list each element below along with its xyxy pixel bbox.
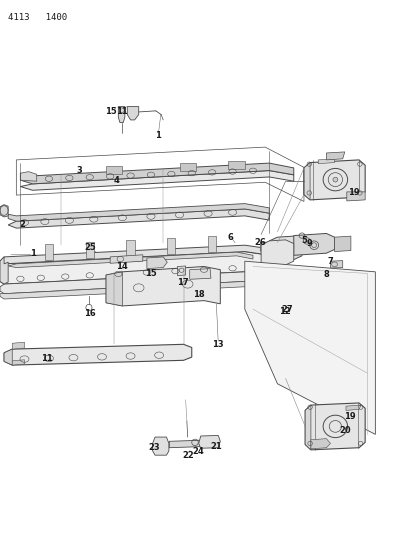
Polygon shape [294,233,335,255]
Polygon shape [0,281,282,299]
Polygon shape [8,204,269,221]
Polygon shape [12,360,24,365]
Text: 14: 14 [117,262,128,271]
Polygon shape [20,172,37,181]
Text: 4: 4 [113,176,119,184]
Polygon shape [110,255,143,263]
Polygon shape [0,245,282,264]
Polygon shape [45,244,53,260]
Text: 4113   1400: 4113 1400 [8,13,67,22]
Polygon shape [106,266,220,306]
Text: 19: 19 [348,189,360,197]
Polygon shape [199,435,220,448]
Text: 17: 17 [177,278,188,287]
Text: 3: 3 [77,166,82,175]
Polygon shape [147,257,167,269]
Polygon shape [169,440,200,448]
Polygon shape [326,152,345,160]
Text: 7: 7 [328,257,333,265]
Polygon shape [126,240,135,256]
Text: 15: 15 [105,108,117,116]
Polygon shape [177,266,186,276]
Text: 22: 22 [183,451,194,460]
Polygon shape [0,272,282,294]
Polygon shape [269,236,302,261]
Polygon shape [127,107,139,120]
Polygon shape [330,261,343,268]
Polygon shape [347,192,365,201]
Polygon shape [346,405,361,410]
Polygon shape [0,205,8,217]
Polygon shape [20,171,294,190]
Polygon shape [208,236,216,252]
Text: 20: 20 [339,426,350,435]
Text: 15: 15 [145,269,157,278]
Polygon shape [167,238,175,254]
Text: 27: 27 [282,305,293,313]
Text: 9: 9 [306,239,312,248]
Polygon shape [190,269,211,279]
Polygon shape [304,163,310,200]
Text: 26: 26 [255,238,266,247]
Polygon shape [318,159,335,164]
Text: 19: 19 [344,413,356,421]
Polygon shape [245,261,375,434]
Text: 18: 18 [193,290,205,298]
Text: 2: 2 [20,221,25,229]
Polygon shape [12,342,24,349]
Polygon shape [335,236,351,252]
Text: 5: 5 [301,237,307,245]
Text: 1: 1 [30,249,35,257]
Polygon shape [20,163,294,184]
Text: 16: 16 [84,309,95,318]
Text: 21: 21 [211,442,222,451]
Text: 24: 24 [193,448,204,456]
Text: 8: 8 [324,270,329,279]
Polygon shape [305,405,311,450]
Polygon shape [4,344,192,365]
Polygon shape [8,252,253,268]
Polygon shape [260,242,269,251]
Polygon shape [273,296,286,303]
Polygon shape [268,303,287,318]
Polygon shape [0,257,8,284]
Polygon shape [305,403,365,450]
Polygon shape [326,271,339,278]
Polygon shape [311,439,330,449]
Polygon shape [86,242,94,258]
Polygon shape [118,107,125,123]
Polygon shape [228,161,245,169]
Text: 13: 13 [213,341,224,349]
Polygon shape [180,163,196,171]
Text: 23: 23 [149,443,160,452]
Text: 1: 1 [155,132,161,140]
Polygon shape [0,252,282,284]
Text: 12: 12 [279,308,290,316]
Text: 11: 11 [117,108,128,116]
Text: 6: 6 [228,233,233,241]
Polygon shape [106,272,122,306]
Text: 25: 25 [84,244,95,252]
Polygon shape [4,349,12,365]
Text: 11: 11 [41,354,53,363]
Polygon shape [106,166,122,174]
Polygon shape [261,240,294,266]
Ellipse shape [333,177,338,182]
Polygon shape [304,160,365,200]
Polygon shape [153,437,169,455]
Polygon shape [8,209,269,228]
